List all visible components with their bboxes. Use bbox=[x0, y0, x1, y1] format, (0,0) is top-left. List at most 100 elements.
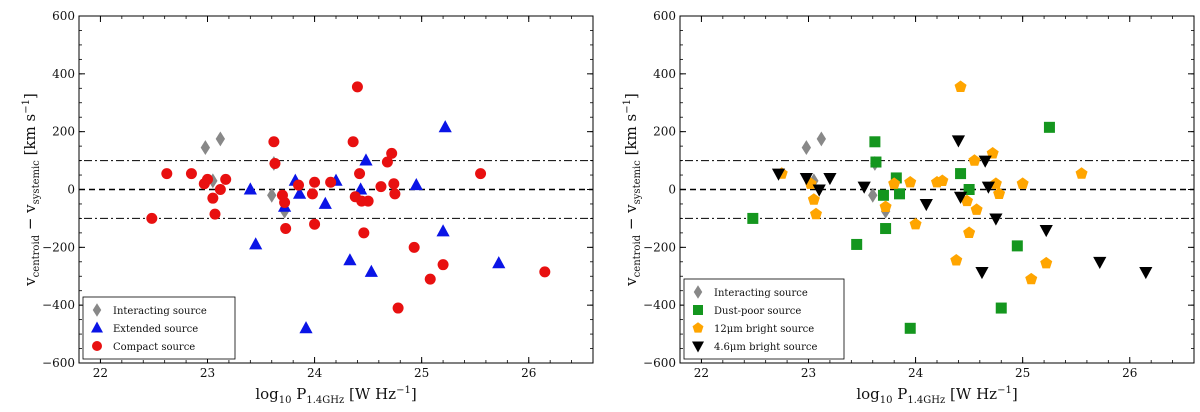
point-compact-source bbox=[351, 81, 363, 93]
point-12-m-bright-source bbox=[888, 177, 901, 189]
point-interacting-source bbox=[208, 173, 218, 189]
point-compact-source bbox=[388, 178, 400, 190]
point-12-m-bright-source bbox=[989, 177, 1002, 189]
x-tick-label: 23 bbox=[200, 366, 215, 380]
legend-marker bbox=[692, 341, 704, 353]
point-12-m-bright-source bbox=[807, 193, 820, 205]
point-4-6-m-bright-source bbox=[812, 184, 826, 197]
point-compact-source bbox=[269, 157, 281, 169]
point-interacting-source bbox=[816, 131, 827, 147]
point-4-6-m-bright-source bbox=[1039, 225, 1053, 238]
x-tick-label: 25 bbox=[414, 366, 429, 380]
point-compact-source bbox=[539, 266, 551, 278]
point-interacting-source bbox=[801, 140, 812, 155]
x-axis-label: log10 P1.4GHz [W Hz−1] bbox=[856, 385, 1017, 406]
point-extended-source bbox=[492, 256, 506, 269]
legend-marker bbox=[693, 305, 703, 315]
point-4-6-m-bright-source bbox=[975, 266, 989, 280]
x-tick-label: 26 bbox=[1122, 366, 1137, 380]
point-compact-source bbox=[306, 188, 318, 200]
y-tick-label: 0 bbox=[668, 183, 676, 197]
point-dust-poor-source bbox=[747, 212, 759, 224]
y-tick-label: 200 bbox=[653, 125, 676, 139]
point-dust-poor-source bbox=[851, 238, 863, 250]
x-tick-label: 26 bbox=[521, 366, 536, 380]
point-compact-source bbox=[214, 184, 226, 195]
legend-label: Extended source bbox=[113, 324, 198, 335]
point-dust-poor-source bbox=[877, 189, 889, 201]
point-12-m-bright-source bbox=[963, 226, 976, 238]
data-points bbox=[146, 81, 551, 334]
point-compact-source bbox=[375, 181, 387, 193]
point-compact-source bbox=[475, 168, 487, 180]
point-dust-poor-source bbox=[1043, 121, 1055, 133]
y-tick-label: −600 bbox=[643, 356, 676, 370]
point-compact-source bbox=[354, 168, 366, 180]
point-4-6-m-bright-source bbox=[1093, 256, 1107, 269]
point-12-m-bright-source bbox=[1075, 167, 1088, 179]
point-dust-poor-source bbox=[890, 172, 902, 184]
point-4-6-m-bright-source bbox=[771, 168, 786, 181]
legend-box bbox=[82, 296, 236, 360]
point-compact-source bbox=[209, 208, 221, 220]
x-tick-label: 25 bbox=[1015, 366, 1030, 380]
point-12-m-bright-source bbox=[993, 187, 1006, 199]
point-12-m-bright-source bbox=[970, 203, 983, 215]
point-12-m-bright-source bbox=[986, 147, 999, 159]
point-12-m-bright-source bbox=[879, 200, 892, 212]
point-dust-poor-source bbox=[955, 168, 967, 180]
y-tick-label: 200 bbox=[52, 125, 75, 139]
legend-marker bbox=[92, 303, 102, 317]
point-compact-source bbox=[381, 156, 393, 168]
point-compact-source bbox=[202, 173, 213, 185]
point-4-6-m-bright-source bbox=[978, 155, 992, 168]
point-dust-poor-source bbox=[963, 184, 975, 195]
y-tick-label: 600 bbox=[653, 9, 676, 23]
point-extended-source bbox=[292, 186, 307, 199]
point-12-m-bright-source bbox=[1025, 272, 1038, 285]
chart-panel-left: 22 23 24 25 26 −600 −400 −200 0 200 400 600 log10 P1… bbox=[21, 9, 594, 406]
point-12-m-bright-source bbox=[909, 217, 922, 230]
point-interacting-source bbox=[868, 187, 878, 203]
legend-label: Compact source bbox=[113, 342, 195, 353]
point-compact-source bbox=[392, 302, 404, 314]
y-tick-label: 400 bbox=[653, 67, 676, 81]
y-tick-label: −400 bbox=[643, 298, 676, 312]
point-compact-source bbox=[408, 241, 420, 253]
point-compact-source bbox=[207, 192, 219, 204]
legend-marker bbox=[92, 341, 102, 351]
point-extended-source bbox=[409, 178, 423, 191]
x-tick-label: 22 bbox=[694, 366, 709, 380]
point-compact-source bbox=[347, 136, 359, 148]
point-extended-source bbox=[343, 253, 357, 266]
point-extended-source bbox=[318, 196, 332, 209]
point-compact-source bbox=[362, 195, 374, 207]
legend-marker bbox=[692, 322, 704, 333]
point-compact-source bbox=[279, 197, 291, 209]
point-extended-source bbox=[438, 120, 452, 133]
x-axis-label: log10 P1.4GHz [W Hz−1] bbox=[255, 385, 416, 406]
y-tick-label: −200 bbox=[643, 240, 676, 254]
x-tick-label: 24 bbox=[908, 366, 924, 380]
point-compact-source bbox=[280, 223, 292, 235]
point-interacting-source bbox=[215, 131, 226, 147]
point-4-6-m-bright-source bbox=[823, 172, 837, 186]
y-tick-label: 600 bbox=[52, 9, 75, 23]
chart-panel-right: 22 23 24 25 26 −600 −400 −200 0 200 400 600 log10 P1… bbox=[622, 9, 1195, 406]
point-compact-source bbox=[386, 147, 398, 159]
y-tick-label: 0 bbox=[67, 183, 75, 197]
point-12-m-bright-source bbox=[950, 254, 963, 266]
point-extended-source bbox=[436, 224, 450, 237]
point-compact-source bbox=[185, 168, 197, 180]
point-compact-source bbox=[268, 136, 280, 148]
point-extended-source bbox=[243, 182, 257, 195]
point-4-6-m-bright-source bbox=[799, 172, 813, 186]
point-dust-poor-source bbox=[1011, 240, 1023, 252]
point-4-6-m-bright-source bbox=[989, 213, 1003, 226]
y-tick-label: −400 bbox=[42, 298, 75, 312]
point-compact-source bbox=[389, 188, 401, 200]
point-12-m-bright-source bbox=[936, 174, 949, 186]
point-extended-source bbox=[359, 153, 373, 166]
point-12-m-bright-source bbox=[904, 175, 917, 188]
point-4-6-m-bright-source bbox=[1139, 266, 1153, 280]
